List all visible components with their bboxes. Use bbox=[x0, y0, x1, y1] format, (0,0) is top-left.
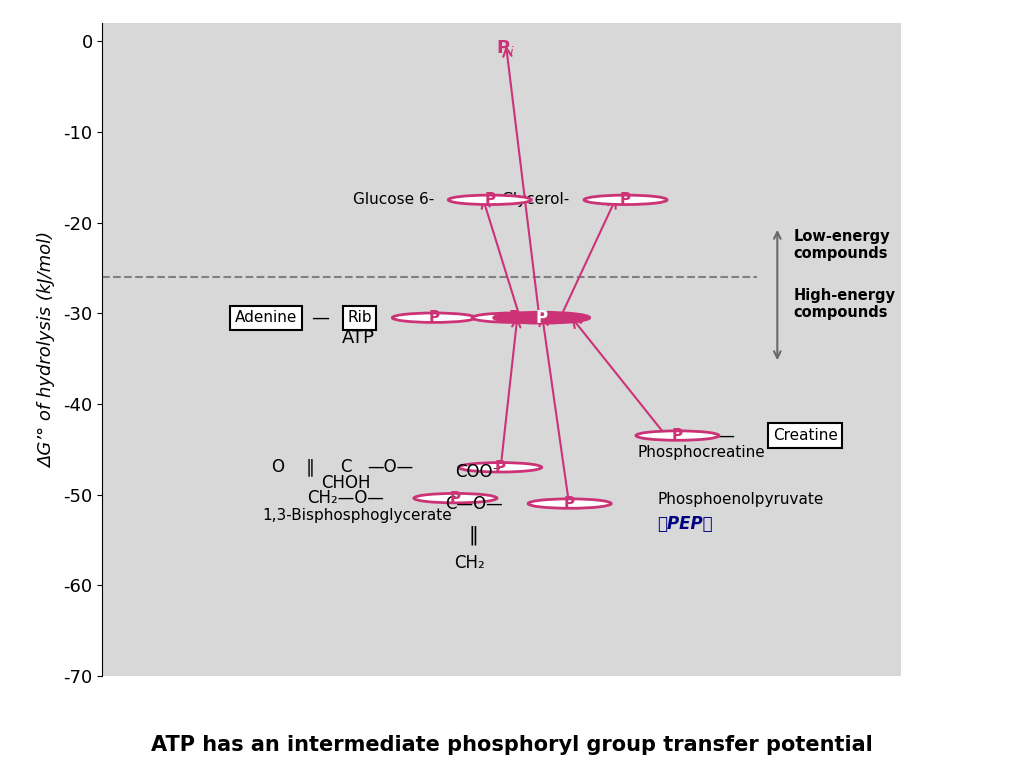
Text: CH₂—O—: CH₂—O— bbox=[307, 489, 384, 507]
Text: ∥: ∥ bbox=[305, 458, 314, 476]
Text: COO⁻: COO⁻ bbox=[455, 463, 501, 481]
Circle shape bbox=[414, 493, 497, 503]
Circle shape bbox=[449, 195, 531, 204]
Text: Phosphocreatine: Phosphocreatine bbox=[638, 445, 765, 460]
Text: Rib: Rib bbox=[347, 310, 372, 325]
Text: P: P bbox=[536, 309, 548, 326]
Text: Adenine: Adenine bbox=[234, 310, 297, 325]
Text: —: — bbox=[470, 309, 488, 326]
Text: Phosphoenolpyruvate: Phosphoenolpyruvate bbox=[657, 492, 824, 507]
Text: CH₂: CH₂ bbox=[455, 554, 485, 571]
Text: P: P bbox=[508, 310, 519, 325]
Text: O: O bbox=[271, 458, 285, 476]
Text: P: P bbox=[495, 460, 506, 475]
Text: P: P bbox=[484, 192, 496, 207]
Text: P: P bbox=[672, 428, 683, 443]
Text: C: C bbox=[340, 458, 352, 476]
Text: Glucose 6-: Glucose 6- bbox=[352, 192, 434, 207]
Text: （PEP）: （PEP） bbox=[657, 515, 713, 532]
Circle shape bbox=[636, 431, 719, 440]
Text: P: P bbox=[450, 491, 461, 505]
Y-axis label: ΔG’° of hydrolysis (kJ/mol): ΔG’° of hydrolysis (kJ/mol) bbox=[39, 231, 56, 468]
Text: ‖: ‖ bbox=[469, 525, 478, 545]
Circle shape bbox=[472, 313, 555, 323]
Text: CHOH: CHOH bbox=[322, 474, 371, 492]
Circle shape bbox=[459, 462, 542, 472]
Text: 1,3-Bisphosphoglycerate: 1,3-Bisphosphoglycerate bbox=[262, 508, 452, 523]
Text: —: — bbox=[311, 309, 330, 326]
Text: C—O—: C—O— bbox=[445, 495, 503, 512]
Text: High-energy
compounds: High-energy compounds bbox=[794, 288, 895, 320]
Circle shape bbox=[494, 313, 590, 323]
Text: P: P bbox=[564, 496, 575, 511]
Circle shape bbox=[584, 195, 667, 204]
Text: Glycerol-: Glycerol- bbox=[502, 192, 569, 207]
Text: P$_i$: P$_i$ bbox=[497, 38, 515, 58]
Text: Creatine: Creatine bbox=[773, 428, 838, 443]
Text: —O—: —O— bbox=[367, 458, 413, 476]
Circle shape bbox=[392, 313, 475, 323]
Text: P: P bbox=[620, 192, 631, 207]
Circle shape bbox=[528, 499, 611, 508]
Text: ATP has an intermediate phosphoryl group transfer potential: ATP has an intermediate phosphoryl group… bbox=[152, 735, 872, 755]
Text: —: — bbox=[550, 309, 568, 326]
Text: Low-energy
compounds: Low-energy compounds bbox=[794, 229, 890, 261]
Text: —: — bbox=[717, 426, 734, 445]
Text: —: — bbox=[390, 309, 409, 326]
Text: P: P bbox=[428, 310, 439, 325]
Text: ATP: ATP bbox=[341, 329, 375, 346]
